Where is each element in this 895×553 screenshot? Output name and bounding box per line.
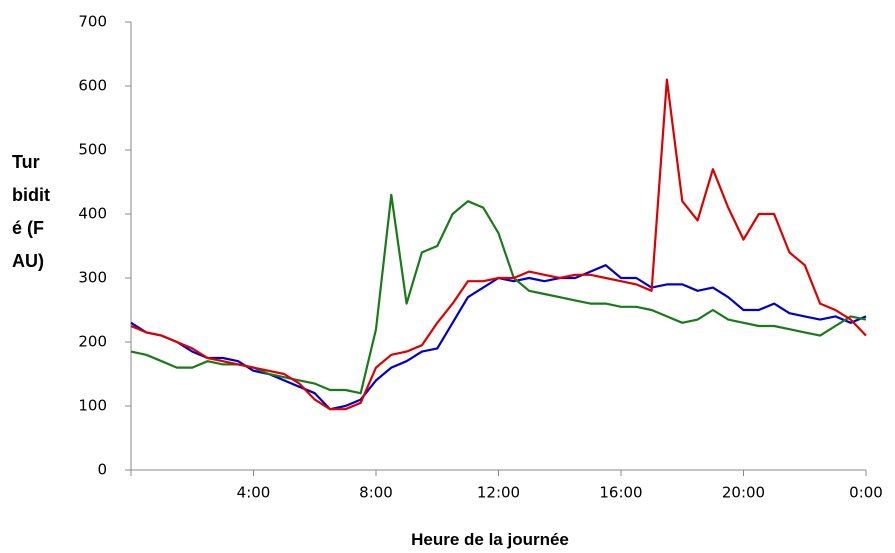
series-line — [130, 264, 867, 411]
y-tick-label: 100 — [78, 397, 107, 415]
y-axis-label: Turbidité (FAU) — [12, 152, 50, 271]
x-tick-label: 4:00 — [237, 484, 271, 502]
series-line — [130, 78, 867, 411]
x-tick-label: 0:00 — [849, 484, 883, 502]
y-tick-label: 600 — [78, 77, 107, 95]
y-tick-label: 500 — [78, 141, 107, 159]
x-tick-label: 16:00 — [599, 484, 642, 502]
x-axis-label: Heure de la journée — [411, 530, 569, 549]
y-tick-label: 300 — [78, 269, 107, 287]
y-tick-label: 400 — [78, 205, 107, 223]
y-tick-label: 700 — [78, 13, 107, 31]
x-tick-label: 20:00 — [722, 484, 765, 502]
x-tick-label: 8:00 — [359, 484, 393, 502]
y-tick-label: 0 — [97, 461, 107, 479]
y-tick-label: 200 — [78, 333, 107, 351]
x-tick-label: 12:00 — [477, 484, 520, 502]
